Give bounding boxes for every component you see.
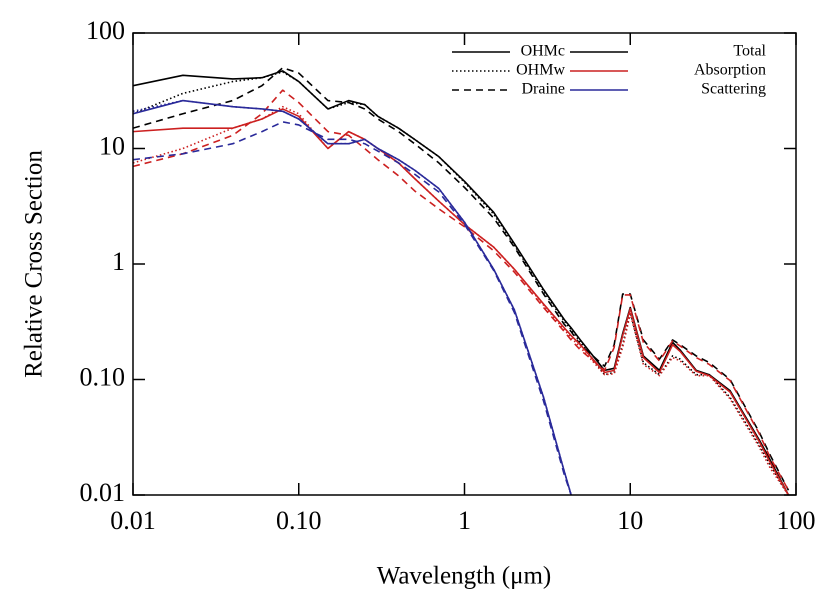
legend-label: Total <box>733 43 766 60</box>
series-line <box>133 66 790 491</box>
x-tick-label: 0.10 <box>276 506 322 535</box>
series-line <box>133 121 572 495</box>
legend-label: Absorption <box>694 62 766 79</box>
x-tick-label: 100 <box>777 506 816 535</box>
y-tick-label: 0.10 <box>80 362 126 391</box>
x-tick-label: 1 <box>458 506 471 535</box>
legend-label: Scattering <box>701 81 766 98</box>
series-line <box>133 89 790 491</box>
legend-label: Draine <box>521 81 565 98</box>
x-tick-label: 0.01 <box>110 506 156 535</box>
series-line <box>133 70 790 495</box>
series-line <box>133 105 790 495</box>
y-tick-label: 0.01 <box>80 478 126 507</box>
series-line <box>133 99 572 495</box>
x-axis-label: Wavelength (μm) <box>377 563 552 590</box>
series-line <box>133 99 572 495</box>
series-line <box>133 108 790 495</box>
legend-label: OHMw <box>516 62 565 79</box>
y-axis-label: Relative Cross Section <box>21 150 48 378</box>
y-tick-label: 1 <box>112 247 125 276</box>
y-tick-label: 10 <box>99 131 125 160</box>
series-line <box>133 71 790 495</box>
legend-label: OHMc <box>521 43 565 60</box>
plot-frame <box>132 32 797 496</box>
x-tick-label: 10 <box>617 506 643 535</box>
plot-area <box>133 66 790 495</box>
y-tick-label: 100 <box>86 16 125 45</box>
